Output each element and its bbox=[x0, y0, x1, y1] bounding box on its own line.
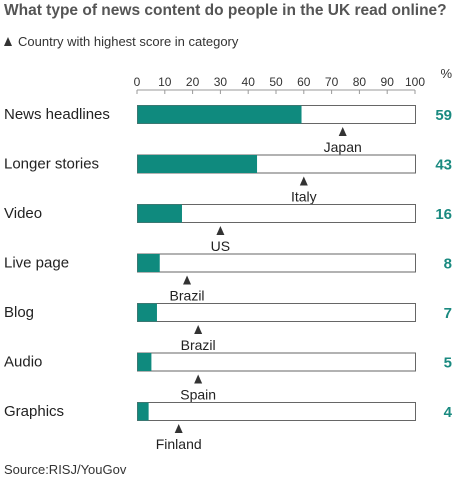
country-marker-icon bbox=[174, 424, 183, 433]
unit-label: % bbox=[440, 66, 452, 81]
country-marker-icon bbox=[183, 275, 192, 285]
legend-text: Country with highest score in category bbox=[18, 34, 239, 49]
country-label: Spain bbox=[180, 387, 216, 403]
bar bbox=[137, 254, 160, 272]
x-tick-label: 80 bbox=[353, 75, 367, 89]
bar bbox=[137, 402, 149, 421]
x-tick-label: 90 bbox=[381, 75, 395, 89]
country-marker-icon bbox=[194, 374, 203, 384]
bar-track bbox=[137, 253, 416, 273]
category-label: Blog bbox=[4, 304, 34, 321]
x-tick-label: 100 bbox=[405, 75, 425, 89]
legend: Country with highest score in category bbox=[4, 34, 238, 49]
bar-track bbox=[137, 352, 416, 372]
source-note: Source:RISJ/YouGov bbox=[4, 462, 127, 477]
bar bbox=[137, 353, 152, 371]
category-label: Audio bbox=[4, 354, 42, 371]
country-marker-icon bbox=[299, 176, 308, 186]
category-label: Video bbox=[4, 205, 42, 222]
country-label: Italy bbox=[291, 189, 317, 205]
value-label: 59 bbox=[435, 107, 452, 124]
bar bbox=[137, 204, 182, 223]
x-tick-label: 70 bbox=[325, 75, 339, 89]
x-tick-label: 40 bbox=[242, 75, 256, 89]
country-marker-icon bbox=[216, 226, 225, 235]
country-label: Brazil bbox=[181, 337, 216, 353]
triangle-marker-icon bbox=[4, 37, 12, 46]
value-label: 8 bbox=[444, 256, 452, 273]
category-label: Graphics bbox=[4, 403, 64, 420]
x-tick-label: 0 bbox=[134, 75, 141, 89]
bar bbox=[137, 105, 302, 124]
category-label: Live page bbox=[4, 255, 69, 272]
bar-track bbox=[137, 402, 416, 421]
value-label: 7 bbox=[444, 305, 452, 322]
x-tick-label: 20 bbox=[186, 75, 200, 89]
x-tick-label: 50 bbox=[269, 75, 283, 89]
x-tick-label: 60 bbox=[297, 75, 311, 89]
value-label: 5 bbox=[444, 355, 452, 372]
country-label: Finland bbox=[156, 436, 202, 452]
category-label: News headlines bbox=[4, 106, 110, 123]
x-tick-label: 30 bbox=[214, 75, 228, 89]
value-label: 16 bbox=[435, 206, 452, 223]
country-marker-icon bbox=[194, 325, 203, 334]
country-label: Brazil bbox=[170, 288, 205, 304]
value-label: 4 bbox=[444, 404, 453, 421]
bar-track bbox=[137, 303, 416, 322]
bar bbox=[137, 303, 157, 322]
country-label: Japan bbox=[324, 139, 362, 155]
bar bbox=[137, 155, 258, 173]
x-tick-label: 10 bbox=[158, 75, 172, 89]
category-label: Longer stories bbox=[4, 156, 99, 173]
country-label: US bbox=[211, 238, 230, 254]
country-marker-icon bbox=[338, 127, 347, 136]
value-label: 43 bbox=[435, 157, 452, 174]
chart-title: What type of news content do people in t… bbox=[4, 2, 447, 19]
